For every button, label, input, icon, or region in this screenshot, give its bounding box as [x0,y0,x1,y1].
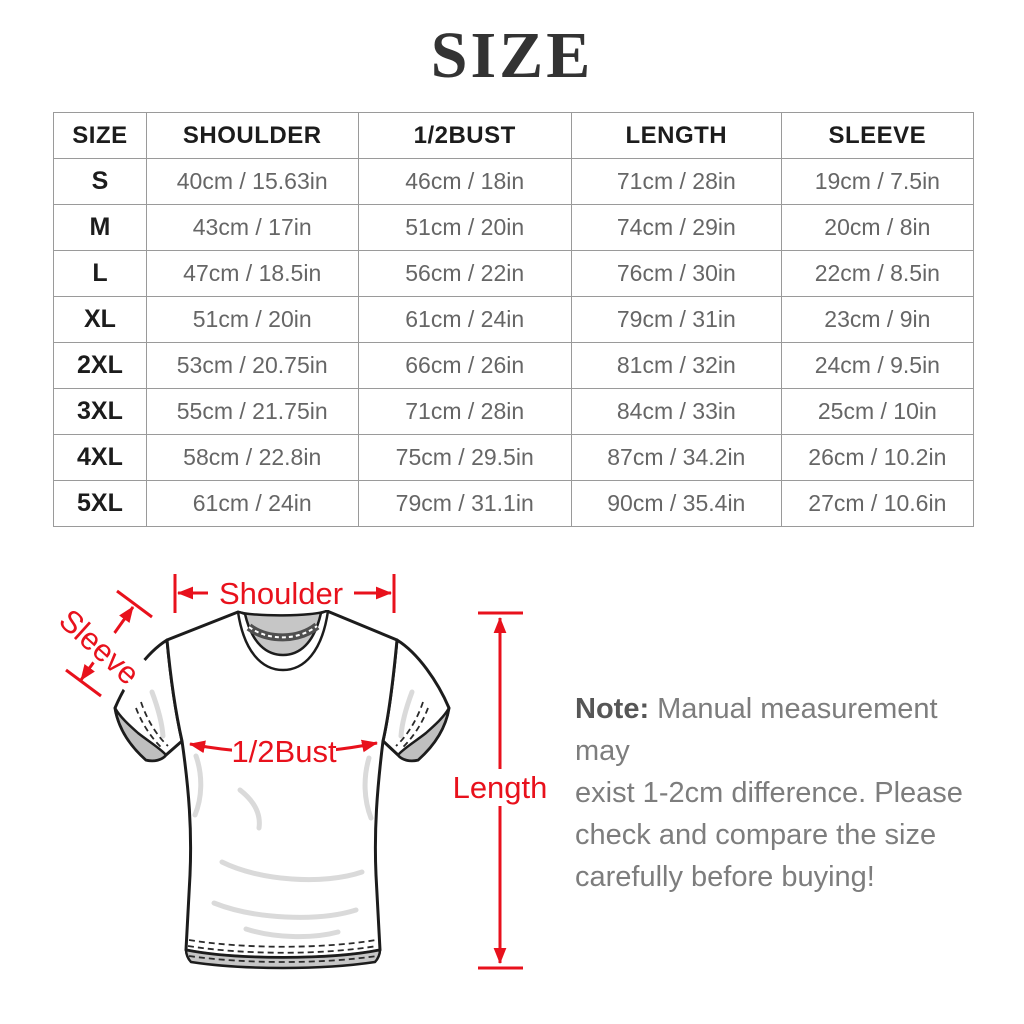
size-cell: M [53,204,147,251]
bust-cell: 66cm / 26in [357,342,572,389]
length-cell: 84cm / 33in [570,388,782,435]
col-header-bust: 1/2BUST [357,112,572,159]
length-cell: 81cm / 32in [570,342,782,389]
note-line: exist 1-2cm difference. Please [575,777,963,809]
size-cell: 4XL [53,434,147,481]
tshirt-measurement-diagram: Shoulder Sleeve 1/2Bust Length [52,574,548,970]
col-header-length: LENGTH [570,112,782,159]
length-cell: 71cm / 28in [570,158,782,205]
sleeve-cell: 26cm / 10.2in [780,434,975,481]
size-cell: L [53,250,147,297]
table-row: S 40cm / 15.63in 46cm / 18in 71cm / 28in… [53,158,975,205]
length-cell: 74cm / 29in [570,204,782,251]
bust-cell: 56cm / 22in [357,250,572,297]
size-cell: 2XL [53,342,147,389]
right-cuff [396,706,451,763]
shoulder-cell: 61cm / 24in [145,480,359,527]
table-header-row: SIZE SHOULDER 1/2BUST LENGTH SLEEVE [53,112,975,159]
length-dimension-label: Length [453,770,548,805]
sleeve-extent-line-bottom [65,668,102,698]
hem-band [184,948,382,970]
note-line: carefully before buying! [575,861,875,893]
sleeve-label-group: Sleeve [52,598,150,692]
collar-trim [246,622,320,642]
bust-cell: 61cm / 24in [357,296,572,343]
shoulder-cell: 47cm / 18.5in [145,250,359,297]
sleeve-cell: 20cm / 8in [780,204,975,251]
note-line: Note: Manual measurement may [575,688,995,772]
table-row: 5XL 61cm / 24in 79cm / 31.1in 90cm / 35.… [53,480,975,527]
table-row: 4XL 58cm / 22.8in 75cm / 29.5in 87cm / 3… [53,434,975,481]
sleeve-cell: 27cm / 10.6in [780,480,975,527]
left-cuff [113,706,168,763]
col-header-size: SIZE [53,112,147,159]
shoulder-cell: 55cm / 21.75in [145,388,359,435]
table-row: 2XL 53cm / 20.75in 66cm / 26in 81cm / 32… [53,342,975,389]
sleeve-cell: 24cm / 9.5in [780,342,975,389]
bust-dimension-label: 1/2Bust [231,734,337,769]
shoulder-cell: 40cm / 15.63in [145,158,359,205]
stitch-lines [135,701,429,963]
table-row: L 47cm / 18.5in 56cm / 22in 76cm / 30in … [53,250,975,297]
sleeve-extent-line-top [116,589,153,619]
sleeve-cell: 23cm / 9in [780,296,975,343]
bust-cell: 46cm / 18in [357,158,572,205]
note-line-text: Manual measurement may [575,693,938,767]
sleeve-cell: 25cm / 10in [780,388,975,435]
size-cell: XL [53,296,147,343]
length-cell: 76cm / 30in [570,250,782,297]
sleeve-dimension-label: Sleeve [52,602,146,691]
shoulder-cell: 43cm / 17in [145,204,359,251]
shoulder-label-bg [208,576,354,610]
table-row: M 43cm / 17in 51cm / 20in 74cm / 29in 20… [53,204,975,251]
bust-cell: 51cm / 20in [357,204,572,251]
col-header-sleeve: SLEEVE [780,112,975,159]
bust-label-bg [232,735,336,768]
tshirt-illustration [113,609,451,970]
wrinkle-lines [149,689,415,940]
shoulder-cell: 51cm / 20in [145,296,359,343]
sleeve-cell: 22cm / 8.5in [780,250,975,297]
bust-cell: 75cm / 29.5in [357,434,572,481]
size-cell: 5XL [53,480,147,527]
col-header-shoulder: SHOULDER [145,112,359,159]
sleeve-label-bg [52,598,150,692]
size-table: SIZE SHOULDER 1/2BUST LENGTH SLEEVE S 40… [53,112,975,527]
page-title: SIZE [430,19,594,92]
sleeve-cell: 19cm / 7.5in [780,158,975,205]
bust-cell: 79cm / 31.1in [357,480,572,527]
shoulder-cell: 53cm / 20.75in [145,342,359,389]
table-row: 3XL 55cm / 21.75in 71cm / 28in 84cm / 33… [53,388,975,435]
size-cell: S [53,158,147,205]
length-cell: 79cm / 31in [570,296,782,343]
bust-cell: 71cm / 28in [357,388,572,435]
length-cell: 87cm / 34.2in [570,434,782,481]
table-row: XL 51cm / 20in 61cm / 24in 79cm / 31in 2… [53,296,975,343]
size-cell: 3XL [53,388,147,435]
length-cell: 90cm / 35.4in [570,480,782,527]
shoulder-cell: 58cm / 22.8in [145,434,359,481]
note-line: check and compare the size [575,819,937,851]
note-label: Note: [575,693,650,725]
shoulder-dimension-label: Shoulder [219,576,343,611]
length-label-bg [456,769,544,806]
collar-band [236,609,330,672]
note-text: Note: Manual measurement may exist 1-2cm … [575,688,995,898]
